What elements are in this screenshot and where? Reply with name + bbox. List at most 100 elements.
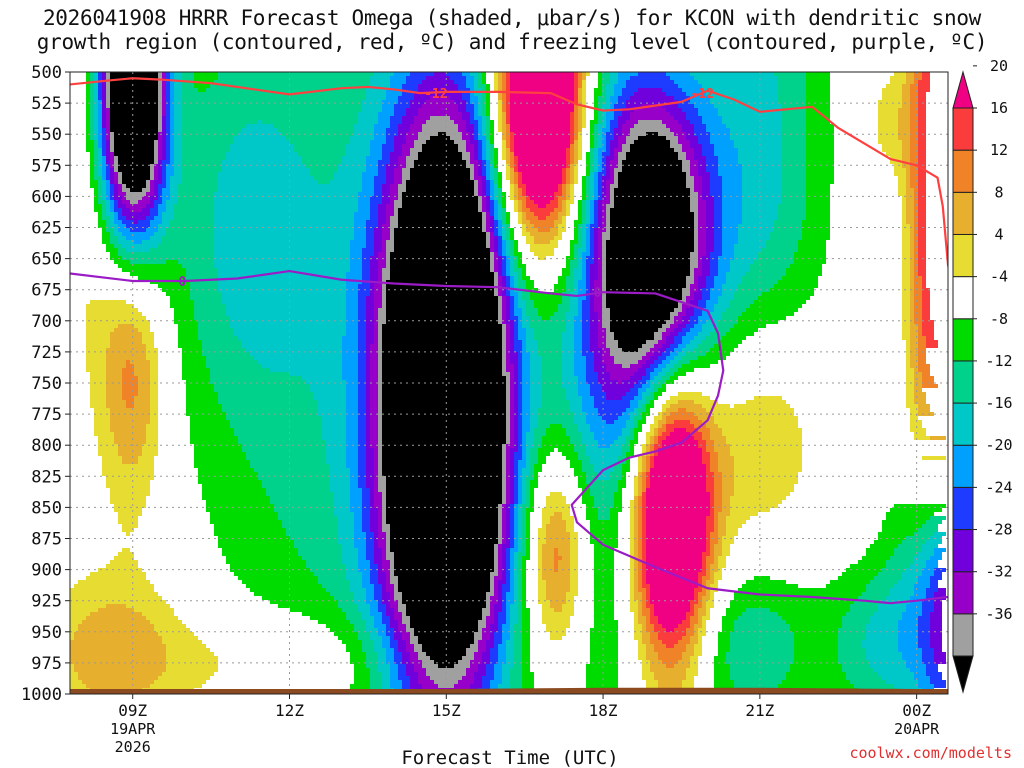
omega-cell (626, 80, 674, 84)
omega-cell (110, 168, 114, 172)
omega-cell (678, 332, 686, 336)
omega-cell (366, 400, 370, 404)
omega-cell (582, 216, 586, 220)
omega-cell (590, 528, 618, 532)
omega-cell (234, 428, 322, 432)
omega-cell (102, 232, 110, 236)
omega-cell (510, 168, 514, 172)
omega-cell (218, 280, 346, 284)
omega-cell (278, 516, 338, 520)
omega-cell (670, 344, 678, 348)
omega-cell (566, 200, 574, 204)
omega-cell (646, 544, 706, 548)
omega-cell (386, 308, 498, 312)
omega-cell (906, 364, 910, 368)
omega-cell (918, 364, 930, 368)
omega-cell (482, 216, 486, 220)
omega-cell (122, 268, 186, 272)
omega-cell (522, 212, 526, 216)
omega-cell (86, 104, 90, 108)
omega-cell (390, 260, 490, 264)
omega-cell (358, 372, 366, 376)
omega-cell (906, 340, 910, 344)
omega-cell (102, 168, 106, 172)
omega-cell (358, 344, 366, 348)
omega-cell (574, 252, 578, 256)
omega-cell (562, 192, 566, 196)
omega-cell (594, 500, 614, 504)
omega-cell (522, 492, 526, 496)
omega-cell (878, 108, 898, 112)
omega-cell (582, 404, 594, 408)
omega-cell (586, 444, 598, 448)
omega-cell (390, 124, 398, 128)
omega-cell (562, 384, 578, 388)
omega-cell (710, 268, 718, 272)
omega-cell (722, 244, 734, 248)
omega-cell (498, 272, 502, 276)
omega-cell (618, 416, 630, 420)
omega-cell (538, 456, 546, 460)
omega-cell (214, 224, 354, 228)
omega-cell (882, 96, 902, 100)
omega-cell (358, 428, 366, 432)
omega-cell (566, 328, 574, 332)
omega-cell (606, 300, 678, 304)
omega-cell (474, 180, 478, 184)
omega-cell (110, 108, 158, 112)
omega-cell (166, 112, 170, 116)
omega-cell (522, 340, 526, 344)
omega-cell (222, 168, 310, 172)
omega-cell (118, 452, 142, 456)
omega-cell (590, 176, 594, 180)
omega-cell (518, 160, 566, 164)
omega-cell (510, 272, 518, 276)
omega-cell (566, 276, 574, 280)
omega-cell (534, 212, 550, 216)
omega-cell (358, 436, 366, 440)
omega-cell (374, 532, 378, 536)
omega-cell (346, 276, 362, 280)
omega-cell (426, 100, 454, 104)
omega-cell (402, 172, 410, 176)
omega-cell (110, 488, 150, 492)
omega-cell (530, 400, 542, 404)
omega-cell (638, 348, 650, 352)
omega-cell (502, 520, 506, 524)
omega-cell (518, 172, 522, 176)
omega-cell (602, 136, 606, 140)
omega-cell (102, 152, 106, 156)
omega-cell (182, 352, 202, 356)
omega-cell (486, 136, 490, 140)
omega-cell (450, 76, 466, 80)
omega-cell (346, 296, 358, 300)
omega-cell (590, 532, 618, 536)
omega-cell (670, 396, 710, 400)
omega-cell (290, 372, 342, 376)
omega-cell (502, 452, 506, 456)
omega-cell (350, 244, 366, 248)
omega-cell (622, 124, 634, 128)
omega-cell (658, 356, 666, 360)
omega-cell (882, 528, 918, 532)
omega-cell (502, 368, 506, 372)
omega-cell (162, 92, 166, 96)
omega-cell (510, 412, 514, 416)
omega-cell (398, 208, 478, 212)
omega-cell (530, 408, 538, 412)
omega-cell (102, 140, 106, 144)
omega-cell (710, 348, 734, 352)
omega-cell (382, 392, 506, 396)
omega-cell (378, 116, 390, 120)
omega-cell (522, 308, 526, 312)
omega-cell (698, 80, 778, 84)
omega-cell (606, 164, 610, 168)
omega-cell (386, 172, 394, 176)
omega-cell (362, 108, 382, 112)
omega-cell (502, 540, 506, 544)
omega-cell (366, 352, 370, 356)
omega-cell (154, 192, 158, 196)
omega-cell (598, 96, 606, 100)
omega-cell (162, 136, 166, 140)
omega-cell (374, 320, 378, 324)
